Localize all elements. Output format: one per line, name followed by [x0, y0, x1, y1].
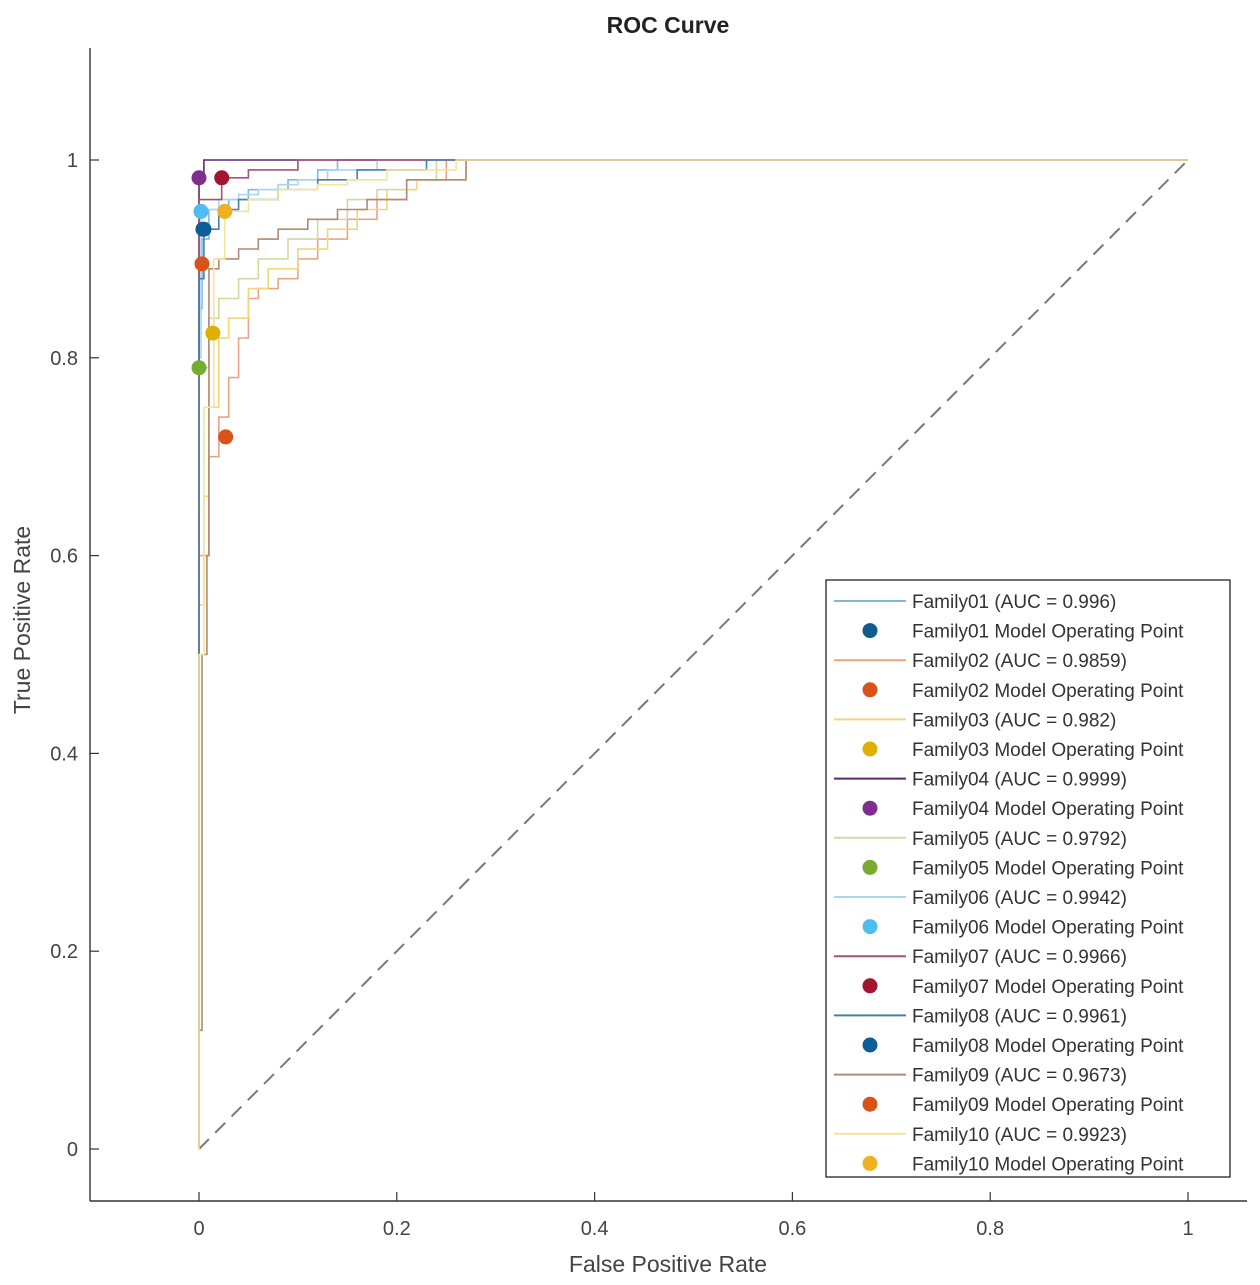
legend-entry-curve: Family10 (AUC = 0.9923) — [912, 1125, 1127, 1146]
legend-entry-point: Family08 Model Operating Point — [912, 1036, 1184, 1057]
roc-curve-family07 — [198, 159, 1188, 1149]
operating-point-family08 — [196, 221, 212, 237]
legend-entry-curve: Family08 (AUC = 0.9961) — [912, 1006, 1127, 1027]
y-tick-label: 0.2 — [50, 941, 78, 963]
axes: 0 0.2 0.4 0.6 0.8 1 0 0.2 0.4 0.6 0.8 1 — [50, 48, 1247, 1240]
legend-entry-curve: Family02 (AUC = 0.9859) — [912, 651, 1127, 672]
operating-point-family10 — [217, 203, 233, 219]
legend-entry-point: Family04 Model Operating Point — [912, 799, 1184, 820]
legend-entry-curve: Family03 (AUC = 0.982) — [912, 710, 1116, 731]
legend-marker-swatch — [862, 741, 878, 757]
legend-entry-point: Family09 Model Operating Point — [912, 1095, 1184, 1116]
legend-entry-curve: Family04 (AUC = 0.9999) — [912, 770, 1127, 791]
legend-entry-curve: Family05 (AUC = 0.9792) — [912, 829, 1127, 850]
legend-entry-curve: Family09 (AUC = 0.9673) — [912, 1066, 1127, 1087]
chance-diagonal-line — [198, 159, 1189, 1150]
legend-marker-swatch — [862, 682, 878, 698]
legend: Family01 (AUC = 0.996) Family01 Model Ope… — [825, 579, 1231, 1178]
x-tick-label: 0.8 — [976, 1218, 1004, 1240]
legend-entry-point: Family03 Model Operating Point — [912, 740, 1184, 761]
operating-points — [191, 170, 234, 445]
y-tick-label: 1 — [67, 150, 78, 172]
x-tick-label: 0.4 — [581, 1218, 609, 1240]
legend-marker-swatch — [862, 1155, 878, 1171]
x-tick-label: 0.6 — [778, 1218, 806, 1240]
legend-entry-point: Family05 Model Operating Point — [912, 858, 1184, 879]
operating-point-family02 — [218, 429, 234, 445]
y-tick-label: 0.6 — [50, 546, 78, 568]
legend-entry-curve: Family07 (AUC = 0.9966) — [912, 947, 1127, 968]
x-tick-label: 1 — [1182, 1218, 1193, 1240]
legend-marker-swatch — [862, 1096, 878, 1112]
roc-curve-family10 — [198, 159, 1188, 1149]
operating-point-family06 — [193, 203, 209, 219]
legend-marker-swatch — [862, 800, 878, 816]
legend-entry-point: Family07 Model Operating Point — [912, 977, 1184, 998]
legend-entry-curve: Family06 (AUC = 0.9942) — [912, 888, 1127, 909]
chart-title: ROC Curve — [607, 12, 730, 38]
y-tick-label: 0.8 — [50, 348, 78, 370]
x-tick-label: 0 — [193, 1218, 204, 1240]
legend-entry-point: Family06 Model Operating Point — [912, 918, 1184, 939]
legend-marker-swatch — [862, 623, 878, 639]
legend-marker-swatch — [862, 919, 878, 935]
legend-entry-point: Family02 Model Operating Point — [912, 681, 1184, 702]
legend-entry-curve: Family01 (AUC = 0.996) — [912, 592, 1116, 613]
roc-curve-family09 — [198, 159, 1188, 1149]
legend-marker-swatch — [862, 859, 878, 875]
y-tick-label: 0.4 — [50, 743, 78, 765]
operating-point-family05 — [191, 360, 207, 376]
operating-point-family03 — [205, 325, 221, 341]
legend-entry-point: Family01 Model Operating Point — [912, 622, 1184, 643]
y-tick-label: 0 — [67, 1139, 78, 1161]
x-tick-label: 0.2 — [383, 1218, 411, 1240]
legend-marker-swatch — [862, 978, 878, 994]
legend-entry-point: Family10 Model Operating Point — [912, 1154, 1184, 1175]
y-axis-label: True Positive Rate — [9, 526, 35, 714]
operating-point-family07 — [214, 170, 230, 186]
operating-point-family09 — [194, 256, 210, 272]
x-axis-label: False Positive Rate — [569, 1251, 767, 1277]
operating-point-family04 — [191, 170, 207, 186]
legend-box — [825, 579, 1231, 1178]
legend-marker-swatch — [862, 1037, 878, 1053]
